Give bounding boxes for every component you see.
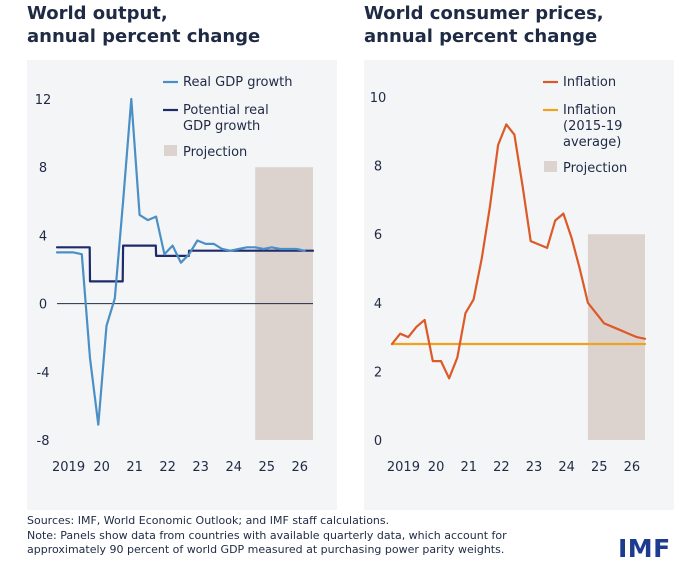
inflation-legend-label: (2015-19 <box>563 119 622 134</box>
inflation-y-tick: 0 <box>374 434 382 449</box>
inflation-legend-label: Inflation <box>563 75 616 90</box>
gdp-legend-projection-label: Projection <box>183 145 247 160</box>
gdp-y-tick: 0 <box>39 298 47 313</box>
inflation-x-tick: 20 <box>428 460 445 475</box>
gdp-legend-label: GDP growth <box>183 119 260 134</box>
gdp-y-tick: 8 <box>39 161 47 176</box>
gdp-y-tick: -8 <box>37 434 50 449</box>
inflation-x-tick: 21 <box>460 460 477 475</box>
gdp-y-tick: 12 <box>35 93 52 108</box>
inflation-x-tick: 2019 <box>387 460 420 475</box>
gdp-x-tick: 25 <box>258 460 275 475</box>
imf-logo: IMF <box>618 534 671 563</box>
gdp-legend-projection-swatch <box>164 145 177 156</box>
gdp-x-tick: 22 <box>159 460 176 475</box>
sources-text: Sources: IMF, World Economic Outlook; an… <box>27 514 390 527</box>
gdp-x-tick: 2019 <box>52 460 85 475</box>
gdp-y-tick: -4 <box>37 366 50 381</box>
gdp-legend-label: Potential real <box>183 103 269 118</box>
inflation-y-tick: 6 <box>374 228 382 243</box>
gdp-series-line-1 <box>55 97 306 426</box>
gdp-legend-label: Real GDP growth <box>183 75 292 90</box>
inflation-legend-projection-swatch <box>544 161 557 172</box>
footer-notes: Sources: IMF, World Economic Outlook; an… <box>27 514 587 558</box>
gdp-x-tick: 21 <box>126 460 143 475</box>
right-chart-title: World consumer prices, annual percent ch… <box>364 3 604 47</box>
gdp-x-tick: 24 <box>225 460 242 475</box>
left-chart-title: World output, annual percent change <box>27 3 261 47</box>
inflation-y-tick: 4 <box>374 297 382 312</box>
inflation-series-line-1 <box>390 123 647 380</box>
inflation-y-tick: 8 <box>374 160 382 175</box>
inflation-x-tick: 25 <box>591 460 608 475</box>
inflation-legend-projection-label: Projection <box>563 161 627 176</box>
inflation-legend-label: Inflation <box>563 103 616 118</box>
inflation-y-tick: 10 <box>370 91 387 106</box>
inflation-x-tick: 23 <box>526 460 543 475</box>
gdp-x-tick: 20 <box>93 460 110 475</box>
inflation-x-tick: 22 <box>493 460 510 475</box>
note-line-2: approximately 90 percent of world GDP me… <box>27 543 505 556</box>
inflation-x-tick: 26 <box>624 460 641 475</box>
inflation-legend-label: average) <box>563 135 621 150</box>
gdp-y-tick: 4 <box>39 229 47 244</box>
note-line-1: Note: Panels show data from countries wi… <box>27 528 507 542</box>
inflation-x-tick: 24 <box>558 460 575 475</box>
gdp-x-tick: 26 <box>292 460 309 475</box>
gdp-x-tick: 23 <box>192 460 209 475</box>
inflation-y-tick: 2 <box>374 365 382 380</box>
